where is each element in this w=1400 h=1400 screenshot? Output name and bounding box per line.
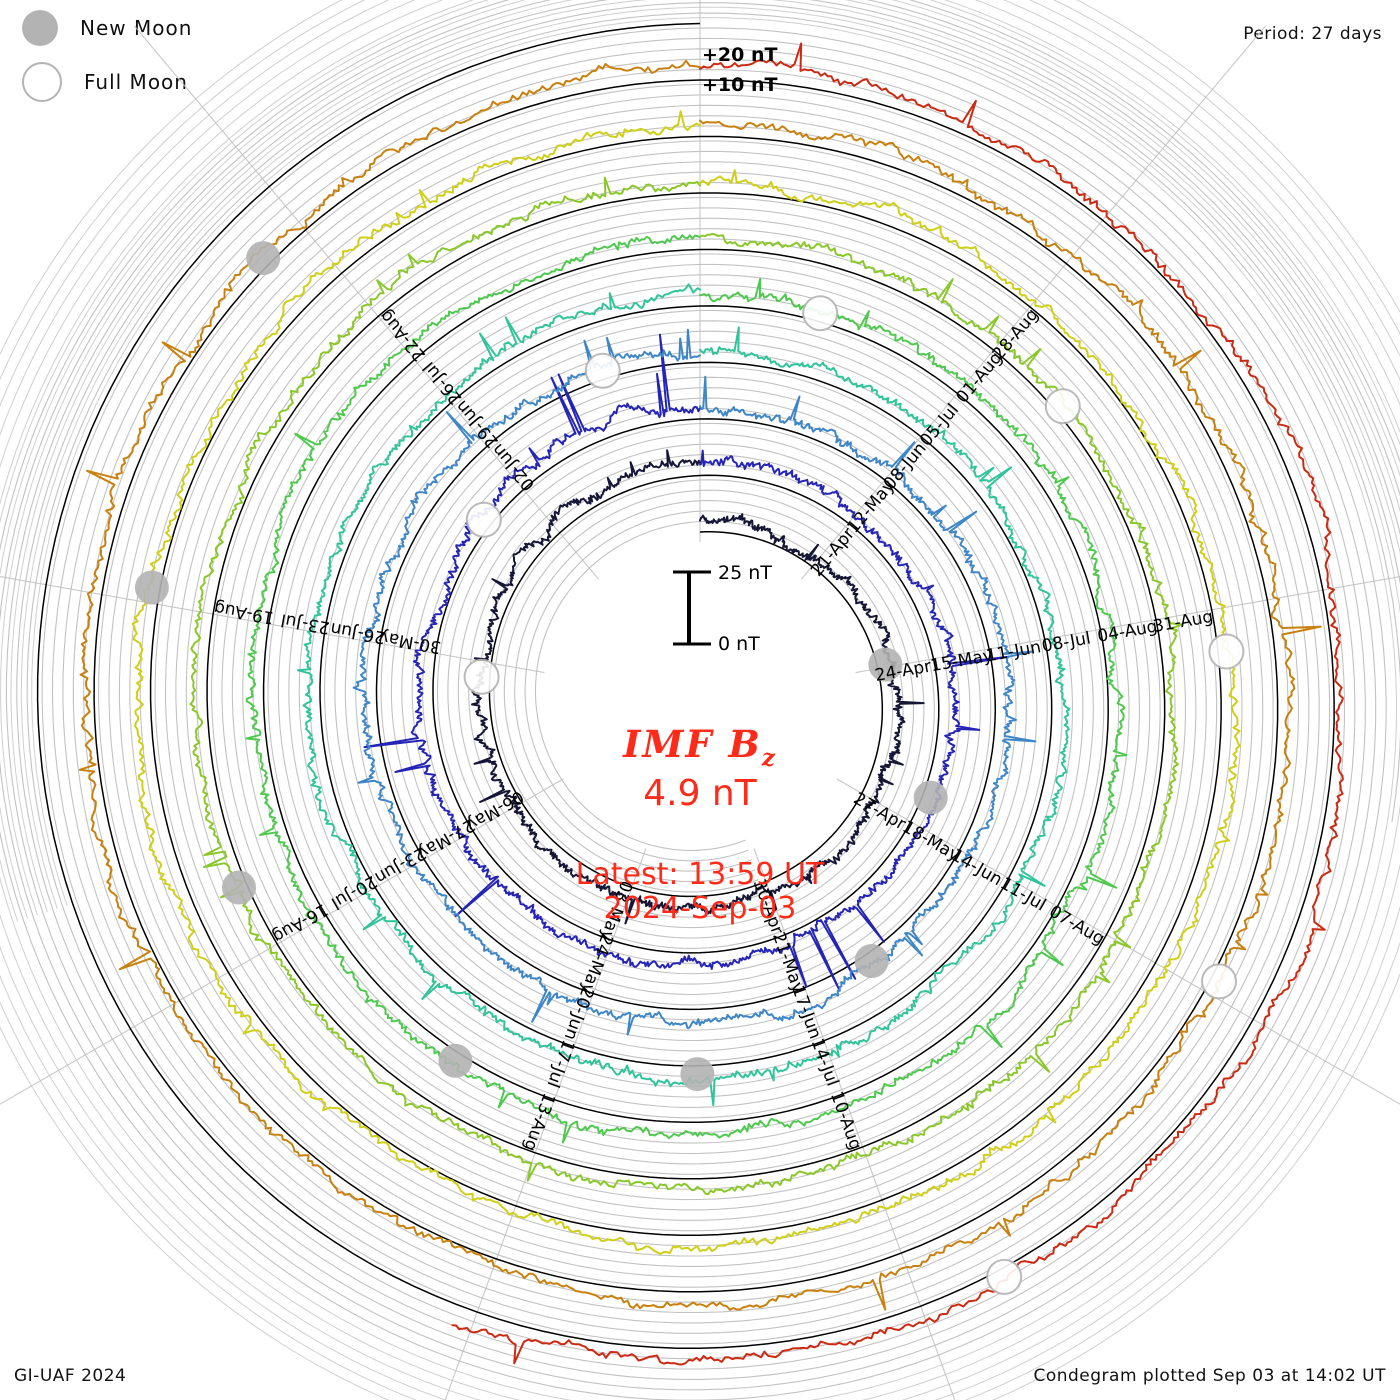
date-label: 23-Jul xyxy=(279,609,331,637)
moon-markers xyxy=(134,241,1245,1295)
center-readout: IMF Bz 4.9 nT xyxy=(0,722,1400,814)
legend-item-full-moon: Full Moon xyxy=(22,62,188,102)
new-moon-marker xyxy=(868,647,903,682)
latest-readout: Latest: 13:59 UT 2024-Sep-03 xyxy=(0,858,1400,925)
quantity-title: IMF Bz xyxy=(0,722,1400,771)
latest-date: 2024-Sep-03 xyxy=(603,890,797,926)
full-moon-marker xyxy=(463,658,500,695)
date-label: 14-Jul xyxy=(807,1036,843,1089)
new-moon-marker xyxy=(222,870,256,905)
filled-circle-icon xyxy=(22,10,58,46)
date-label: 19-Aug xyxy=(212,597,275,627)
date-label: 20-Jun xyxy=(560,984,598,1043)
date-label: 21-Apr xyxy=(807,524,859,580)
date-label: 04-Aug xyxy=(1096,617,1159,647)
new-moon-marker xyxy=(854,944,889,978)
full-moon-marker xyxy=(465,501,502,538)
new-moon-marker xyxy=(246,241,281,276)
date-label: 17-Jun xyxy=(787,983,825,1042)
full-moon-marker xyxy=(1201,963,1237,1000)
quantity-value: 4.9 nT xyxy=(643,773,757,815)
new-moon-marker xyxy=(680,1057,715,1092)
open-circle-icon xyxy=(22,62,62,102)
full-moon-marker xyxy=(802,295,839,332)
radial-tick-10nT: +10 nT xyxy=(702,74,778,96)
full-moon-marker xyxy=(986,1258,1023,1295)
quantity-name: IMF B xyxy=(623,722,762,766)
radial-tick-20nT: +20 nT xyxy=(702,44,778,66)
scalebar-icon xyxy=(673,570,711,646)
footer-credit: GI-UAF 2024 xyxy=(14,1366,127,1386)
quantity-subscript: z xyxy=(761,744,777,772)
full-moon-marker xyxy=(1044,388,1081,425)
legend-label-full-moon: Full Moon xyxy=(84,70,188,94)
full-moon-marker xyxy=(1208,633,1245,670)
data-traces xyxy=(78,42,1344,1366)
full-moon-marker xyxy=(584,352,621,389)
date-label: 08-Jul xyxy=(1040,628,1092,656)
new-moon-marker xyxy=(913,780,948,815)
footer-plotted: Condegram plotted Sep 03 at 14:02 UT xyxy=(1033,1366,1386,1386)
scalebar-top-label: 25 nT xyxy=(718,562,772,584)
date-label: 31-Aug xyxy=(1152,607,1215,637)
scalebar-bottom-label: 0 nT xyxy=(718,633,760,655)
latest-time: Latest: 13:59 UT xyxy=(575,857,825,892)
period-label: Period: 27 days xyxy=(1243,24,1382,44)
new-moon-marker xyxy=(134,570,169,605)
new-moon-marker xyxy=(438,1043,473,1078)
